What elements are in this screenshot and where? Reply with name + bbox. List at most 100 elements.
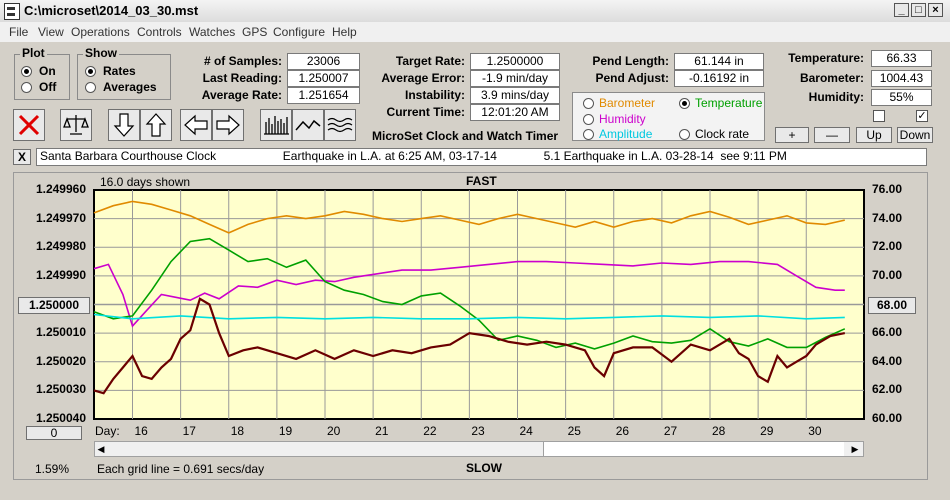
amplitude-radio[interactable] — [583, 129, 594, 140]
clockrate-series-line — [93, 297, 846, 395]
note-field[interactable]: Santa Barbara Courthouse Clock Earthquak… — [36, 148, 927, 166]
instability-label: Instability: — [404, 88, 465, 102]
scroll-right-icon[interactable]: ▶ — [851, 444, 859, 454]
arrow-down-icon[interactable] — [108, 109, 140, 141]
x-day-tick-label: 27 — [663, 424, 678, 438]
y-right-tick-label: 72.00 — [872, 239, 903, 254]
sensor-select-box — [572, 92, 765, 141]
x-day-tick-label: 23 — [471, 424, 485, 438]
y-left-tick-label: 1.250040 — [35, 411, 86, 425]
arrow-up-icon[interactable] — [140, 109, 172, 141]
day-axis-label: Day: — [95, 424, 120, 438]
menu-watches[interactable]: Watches — [189, 25, 236, 39]
clear-note-button[interactable]: X — [13, 149, 31, 165]
target-rate-label: Target Rate: — [395, 54, 465, 68]
show-averages-label: Averages — [103, 80, 157, 94]
show-averages-radio[interactable] — [85, 82, 96, 93]
menu-view[interactable]: View — [38, 25, 64, 39]
barometer-label: Barometer: — [799, 71, 864, 85]
humidity-option[interactable]: Humidity — [599, 112, 646, 126]
wave-icon[interactable] — [324, 109, 356, 141]
menu-file[interactable]: File — [9, 25, 29, 39]
humidity-series-line — [93, 260, 845, 328]
plot-off-radio[interactable] — [21, 82, 32, 93]
slow-label: SLOW — [466, 461, 502, 475]
histogram-icon[interactable] — [260, 109, 292, 141]
arrow-left-icon[interactable] — [180, 109, 212, 141]
stop-icon[interactable] — [13, 109, 45, 141]
scroll-up-button[interactable]: Up — [856, 127, 892, 143]
x-day-tick-label: 24 — [519, 424, 533, 438]
reference-temp-button[interactable]: 68.00 — [868, 297, 916, 314]
fast-label: FAST — [466, 174, 497, 188]
humidity-radio[interactable] — [583, 114, 594, 125]
scroll-left-icon[interactable]: ◀ — [97, 444, 105, 454]
horizontal-scrollbar[interactable]: ◀ ▶ — [94, 441, 864, 457]
pend-adjust-field: -0.16192 in — [674, 70, 764, 87]
show-group-title: Show — [83, 46, 119, 60]
reference-rate-button[interactable]: 1.250000 — [18, 297, 90, 314]
zoom-out-button[interactable]: — — [814, 127, 850, 143]
checkbox-right[interactable]: ✓ — [916, 110, 928, 122]
line-graph-icon[interactable] — [292, 109, 324, 141]
days-shown-label: 16.0 days shown — [100, 175, 191, 189]
scroll-down-button[interactable]: Down — [897, 127, 933, 143]
y-right-tick-label: 64.00 — [872, 353, 903, 368]
x-day-tick-label: 28 — [712, 424, 726, 438]
average-error-label: Average Error: — [381, 71, 465, 85]
amplitude-option[interactable]: Amplitude — [599, 127, 653, 141]
y-right-tick-label: 66.00 — [872, 325, 903, 340]
window-title: C:\microset\2014_03_30.mst — [24, 3, 199, 18]
temperature-label: Temperature: — [788, 51, 864, 65]
maximize-icon[interactable]: □ — [911, 3, 926, 17]
pend-adjust-label: Pend Adjust: — [595, 71, 669, 85]
samples-field: 23006 — [287, 53, 360, 70]
temperature-radio[interactable] — [679, 98, 690, 109]
show-rates-radio[interactable] — [85, 66, 96, 77]
menu-help[interactable]: Help — [332, 25, 357, 39]
samples-label: # of Samples: — [203, 54, 282, 68]
barometer-field: 1004.43 — [871, 70, 932, 87]
menu-controls[interactable]: Controls — [137, 25, 182, 39]
arrow-right-icon[interactable] — [212, 109, 244, 141]
barometer-option[interactable]: Barometer — [599, 96, 656, 110]
target-rate-field[interactable]: 1.2500000 — [470, 53, 560, 70]
menu-configure[interactable]: Configure — [273, 25, 326, 39]
grid-note-label: Each grid line = 0.691 secs/day — [97, 462, 265, 476]
barometer-radio[interactable] — [583, 98, 594, 109]
minimize-icon[interactable]: _ — [894, 3, 909, 17]
x-day-tick-label: 26 — [615, 424, 630, 438]
menu-gps[interactable]: GPS — [242, 25, 268, 39]
y-left-tick-label: 1.250020 — [35, 353, 86, 368]
plot-on-radio[interactable] — [21, 66, 32, 77]
chart-frame — [13, 172, 928, 480]
offset-button[interactable]: 0 — [26, 426, 82, 440]
x-day-tick-label: 30 — [808, 424, 822, 438]
x-day-tick-label: 22 — [423, 424, 437, 438]
percent-label: 1.59% — [35, 462, 70, 476]
temperature-field: 66.33 — [871, 50, 932, 67]
average-rate-label: Average Rate: — [201, 88, 282, 102]
plot-group-title: Plot — [20, 46, 47, 60]
title-bar: C:\microset\2014_03_30.mst _ □ × — [0, 0, 950, 23]
balance-scale-icon[interactable] — [60, 109, 92, 141]
close-icon[interactable]: × — [928, 3, 943, 17]
x-day-tick-label: 20 — [327, 424, 341, 438]
temperature-option[interactable]: Temperature — [695, 96, 763, 110]
clockrate-radio[interactable] — [679, 129, 690, 140]
pend-length-field[interactable]: 61.144 in — [674, 53, 764, 70]
clockrate-option[interactable]: Clock rate — [695, 127, 750, 141]
zoom-in-button[interactable]: + — [775, 127, 809, 143]
humidity-label: Humidity: — [808, 90, 864, 104]
y-right-tick-label: 70.00 — [872, 267, 903, 282]
instability-field: 3.9 mins/day — [470, 87, 560, 104]
y-right-tick-label: 60.00 — [872, 411, 903, 425]
y-left-tick-label: 1.250010 — [35, 325, 86, 340]
plot-on-label: On — [39, 64, 56, 78]
current-time-field: 12:01:20 AM — [470, 104, 560, 121]
scrollbar-track[interactable] — [543, 442, 844, 456]
amplitude-series-line — [93, 313, 845, 320]
menu-operations[interactable]: Operations — [71, 25, 130, 39]
checkbox-left[interactable] — [873, 110, 885, 122]
